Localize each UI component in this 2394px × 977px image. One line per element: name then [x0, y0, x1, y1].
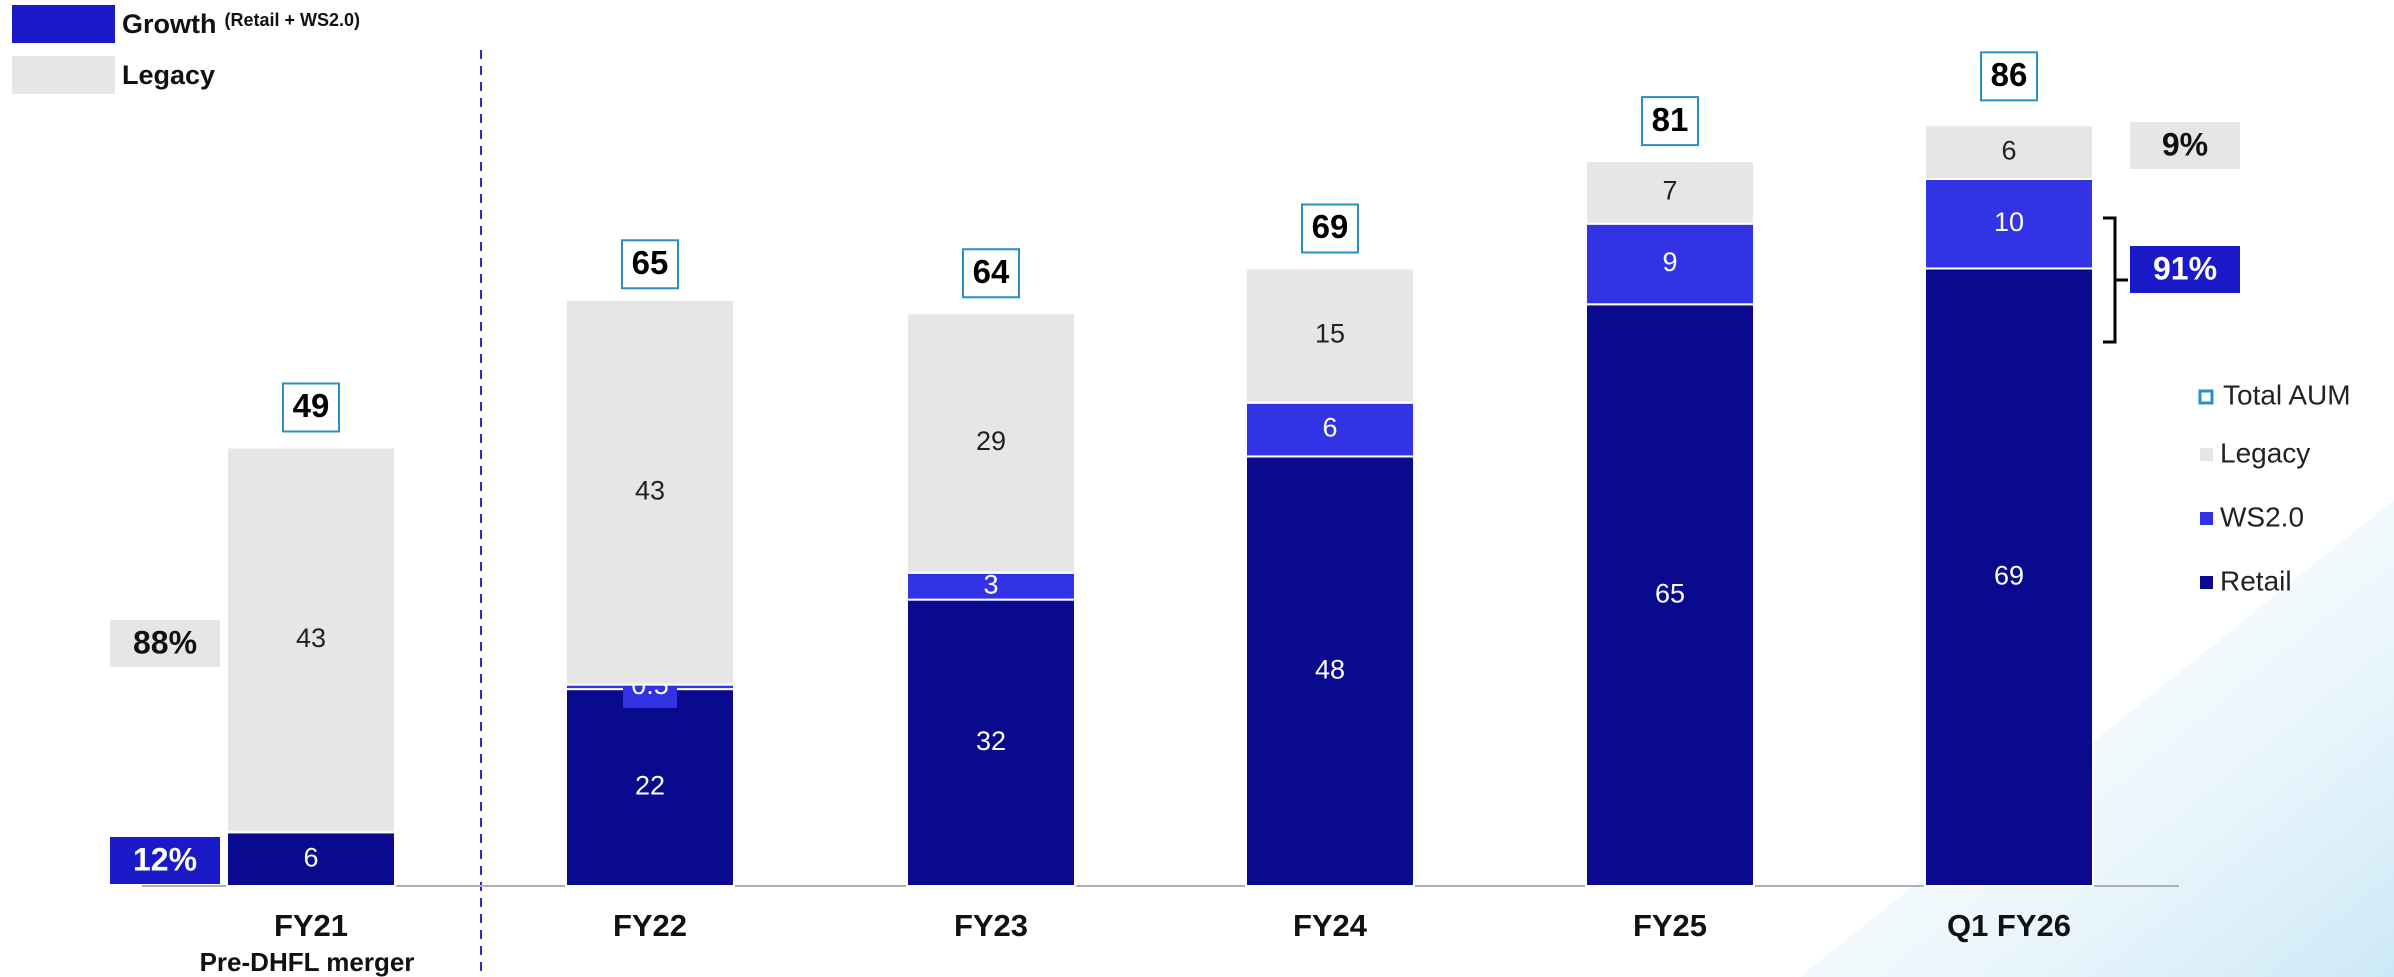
bracket	[2103, 216, 2128, 344]
group-legend-label: Legacy	[122, 60, 215, 90]
bar-segment	[1585, 160, 1755, 225]
value-label: 10	[1994, 207, 2024, 237]
share-label: 12%	[133, 841, 197, 877]
x-tick-label: FY22	[613, 908, 687, 943]
x-tick-label: FY24	[1293, 908, 1368, 943]
bar-segment	[226, 446, 396, 834]
value-label: 48	[1315, 654, 1345, 684]
value-label: 6	[1322, 413, 1337, 443]
value-label: 15	[1315, 319, 1345, 349]
bar-segment	[1924, 267, 2094, 887]
x-tick-label: FY23	[954, 908, 1028, 943]
legend-label: Retail	[2220, 565, 2292, 596]
x-tick-label: FY21	[274, 908, 348, 943]
value-label: 43	[296, 623, 326, 653]
share-box	[110, 837, 220, 884]
share-label: 9%	[2162, 126, 2208, 162]
legend-swatch	[2198, 389, 2214, 405]
bar-segment	[906, 312, 1076, 574]
value-label: 65	[1655, 578, 1685, 608]
share-box	[2130, 122, 2240, 169]
share-box	[110, 620, 220, 667]
legend-label: Total AUM	[2223, 379, 2351, 410]
bar-segment	[1924, 124, 2094, 180]
value-label: 9	[1662, 247, 1677, 277]
background-decor	[1800, 500, 2394, 977]
bar-segment	[565, 688, 735, 887]
legend-label: WS2.0	[2220, 501, 2304, 532]
total-label: 81	[1652, 101, 1689, 138]
total-box	[1301, 203, 1359, 254]
legend-swatch	[2200, 448, 2213, 461]
value-label: 6	[2001, 135, 2016, 165]
value-label: 3	[983, 569, 998, 599]
value-label: 22	[635, 771, 665, 801]
total-box	[621, 239, 679, 290]
share-label: 88%	[133, 624, 197, 660]
group-legend-swatch	[12, 56, 115, 94]
category-note: Pre-DHFL merger	[200, 947, 415, 977]
group-legend-swatch	[12, 5, 115, 43]
group-legend-note: (Retail + WS2.0)	[225, 10, 361, 30]
legend-swatch	[2200, 576, 2213, 589]
total-box	[282, 382, 340, 433]
bar-segment	[1585, 222, 1755, 306]
bar-segment	[1585, 303, 1755, 887]
total-label: 65	[632, 244, 669, 281]
value-label: 32	[976, 726, 1006, 756]
x-tick-label: FY25	[1633, 908, 1707, 943]
value-label: 7	[1662, 176, 1677, 206]
total-label: 49	[293, 387, 330, 424]
total-box	[962, 248, 1020, 299]
value-label: 29	[976, 426, 1006, 456]
bar-segment	[565, 298, 735, 686]
bar-segment	[1245, 401, 1415, 458]
total-label: 64	[973, 253, 1010, 290]
total-box	[1980, 51, 2038, 102]
legend-swatch	[2200, 512, 2213, 525]
group-legend-label: Growth	[122, 9, 217, 39]
share-label: 91%	[2153, 250, 2217, 286]
total-label: 86	[1991, 56, 2028, 93]
legend-label: Legacy	[2220, 437, 2310, 468]
value-label: 6	[303, 842, 318, 872]
total-label: 69	[1312, 208, 1349, 245]
value-label: 43	[635, 475, 665, 505]
bar-segment	[906, 571, 1076, 601]
value-label: 69	[1994, 560, 2024, 590]
bar-segment	[1245, 267, 1415, 404]
bar-segment	[1924, 177, 2094, 270]
x-tick-label: Q1 FY26	[1947, 908, 2071, 943]
total-box	[1641, 96, 1699, 147]
share-box	[2130, 246, 2240, 293]
